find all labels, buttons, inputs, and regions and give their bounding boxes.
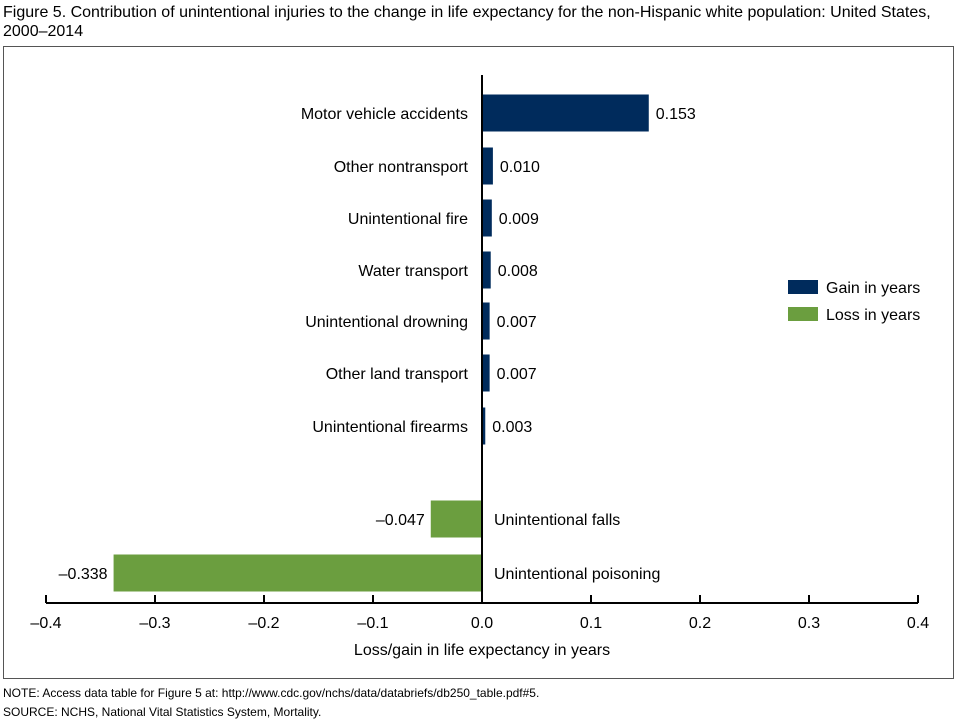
data-label: –0.047 <box>376 512 425 529</box>
footer-source: SOURCE: NCHS, National Vital Statistics … <box>3 705 322 719</box>
x-tick-label: –0.2 <box>248 615 279 632</box>
x-tick-label: 0.0 <box>471 615 493 632</box>
chart-title: Figure 5. Contribution of unintentional … <box>3 4 931 40</box>
category-label: Unintentional drowning <box>305 314 468 331</box>
data-label: 0.003 <box>492 419 532 436</box>
data-label: 0.007 <box>497 366 537 383</box>
x-tick-label: 0.2 <box>689 615 711 632</box>
x-tick-label: –0.4 <box>30 615 61 632</box>
data-label: 0.009 <box>499 211 539 228</box>
category-label: Other nontransport <box>334 159 469 176</box>
category-label: Motor vehicle accidents <box>301 106 468 123</box>
data-label: 0.007 <box>497 314 537 331</box>
bar <box>482 251 491 289</box>
x-axis-label: Loss/gain in life expectancy in years <box>354 642 610 659</box>
bar <box>482 147 493 185</box>
category-label: Unintentional falls <box>494 512 620 529</box>
category-label: Water transport <box>358 263 468 280</box>
x-tick-label: –0.3 <box>139 615 170 632</box>
data-label: 0.153 <box>656 106 696 123</box>
bar <box>482 199 492 237</box>
legend-label: Gain in years <box>826 280 920 297</box>
bar <box>430 500 482 538</box>
category-label: Other land transport <box>326 366 469 383</box>
footer-note: NOTE: Access data table for Figure 5 at:… <box>3 686 540 700</box>
category-label: Unintentional poisoning <box>494 566 660 583</box>
data-label: –0.338 <box>59 566 108 583</box>
chart-frame <box>3 46 954 679</box>
bar <box>482 94 649 132</box>
x-tick-label: 0.3 <box>798 615 820 632</box>
bar <box>482 354 490 392</box>
x-tick-label: –0.1 <box>357 615 388 632</box>
x-tick-label: 0.4 <box>907 615 929 632</box>
bar <box>482 407 486 445</box>
data-label: 0.008 <box>498 263 538 280</box>
bar <box>482 302 490 340</box>
category-label: Unintentional firearms <box>312 419 468 436</box>
legend-swatch <box>788 307 818 321</box>
category-label: Unintentional fire <box>348 211 468 228</box>
legend-label: Loss in years <box>826 307 920 324</box>
legend-swatch <box>788 280 818 294</box>
x-tick-label: 0.1 <box>580 615 602 632</box>
bar <box>113 554 482 592</box>
data-label: 0.010 <box>500 159 540 176</box>
